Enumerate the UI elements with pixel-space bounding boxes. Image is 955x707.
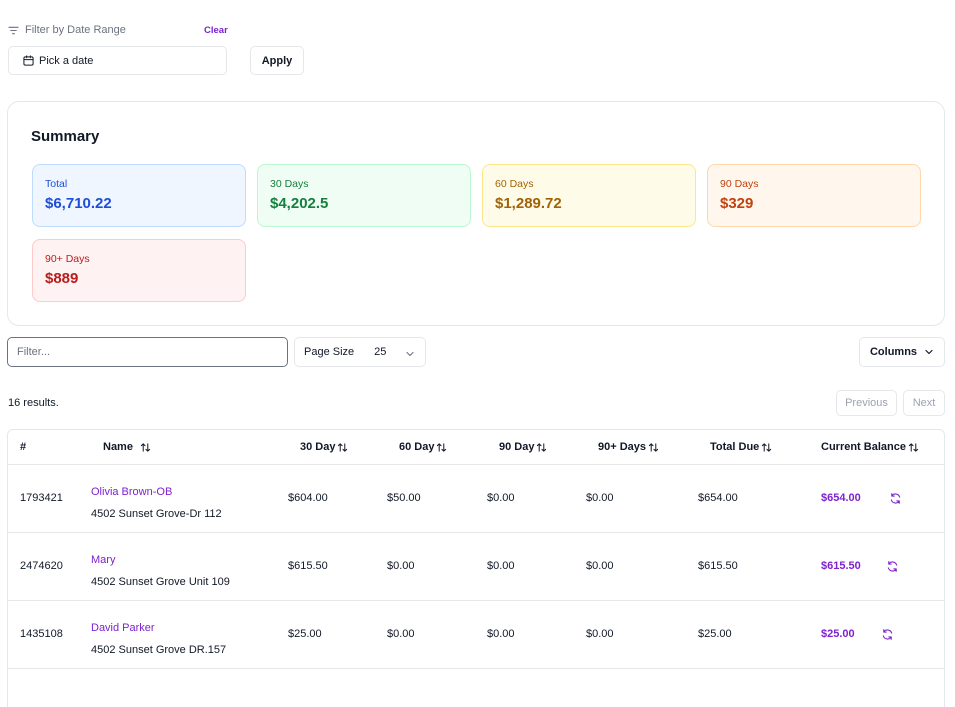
summary-90-days-card: 90 Days $329	[707, 164, 921, 227]
column-header-60-day-label: 60 Day	[399, 441, 435, 453]
summary-total-card: Total $6,710.22	[32, 164, 246, 227]
filter-date-range-label: Filter by Date Range	[8, 24, 126, 36]
apply-button[interactable]: Apply	[250, 46, 304, 75]
cell-id: 1435108	[20, 628, 63, 640]
summary-card: Summary Total $6,710.22 30 Days $4,202.5…	[7, 101, 945, 326]
previous-button[interactable]: Previous	[836, 390, 897, 416]
cell-90-day: $0.00	[487, 560, 515, 572]
cell-30-day: $604.00	[288, 492, 328, 504]
column-header-total-due[interactable]: Total Due	[710, 441, 772, 453]
cell-60-day: $0.00	[387, 560, 415, 572]
column-header-total-due-label: Total Due	[710, 441, 760, 453]
summary-title: Summary	[31, 128, 100, 145]
sort-icon	[338, 442, 348, 452]
column-header-name[interactable]: Name	[103, 441, 151, 453]
column-header-90-day[interactable]: 90 Day	[499, 441, 547, 453]
column-header-90-plus-days[interactable]: 90+ Days	[598, 441, 659, 453]
table-row: 2474620 Mary 4502 Sunset Grove Unit 109 …	[8, 533, 944, 601]
cell-current-balance: $615.50	[821, 560, 861, 572]
summary-total-label: Total	[45, 178, 68, 190]
cell-current-balance: $25.00	[821, 628, 855, 640]
cell-90-day: $0.00	[487, 492, 515, 504]
table-row: 1793421 Olivia Brown-OB 4502 Sunset Grov…	[8, 465, 944, 533]
sort-icon	[762, 442, 772, 452]
cell-total-due: $654.00	[698, 492, 738, 504]
cell-id: 2474620	[20, 560, 63, 572]
summary-30-days-value: $4,202.5	[270, 195, 329, 212]
column-header-30-day-label: 30 Day	[300, 441, 336, 453]
cell-30-day: $615.50	[288, 560, 328, 572]
refresh-icon[interactable]	[886, 560, 899, 573]
sort-icon	[908, 442, 919, 452]
clear-button[interactable]: Clear	[204, 25, 228, 36]
cell-address: 4502 Sunset Grove Unit 109	[91, 576, 230, 588]
page-size-select[interactable]: Page Size 25	[294, 337, 426, 367]
column-header-id-label: #	[20, 441, 27, 453]
table-header-row: # Name 30 Day 60 Day 90 Day 90+ Days Tot…	[8, 430, 944, 465]
next-button[interactable]: Next	[903, 390, 945, 416]
columns-button[interactable]: Columns	[859, 337, 945, 367]
cell-address: 4502 Sunset Grove-Dr 112	[91, 508, 222, 520]
column-header-id: #	[20, 441, 26, 453]
tenant-name-link[interactable]: David Parker	[91, 622, 155, 634]
calendar-icon	[23, 55, 34, 66]
summary-90-plus-days-value: $889	[45, 270, 79, 287]
column-header-90-plus-days-label: 90+ Days	[598, 441, 647, 453]
table-row: 1435108 David Parker 4502 Sunset Grove D…	[8, 601, 944, 669]
filter-date-range-text: Filter by Date Range	[25, 24, 126, 36]
refresh-icon[interactable]	[889, 492, 902, 505]
cell-30-day: $25.00	[288, 628, 322, 640]
column-header-90-day-label: 90 Day	[499, 441, 535, 453]
cell-90-plus-days: $0.00	[586, 628, 614, 640]
tenant-name-link[interactable]: Mary	[91, 554, 116, 566]
filter-icon	[8, 26, 19, 34]
cell-90-plus-days: $0.00	[586, 492, 614, 504]
chevron-down-icon	[406, 351, 414, 357]
refresh-icon[interactable]	[881, 628, 894, 641]
column-header-30-day[interactable]: 30 Day	[300, 441, 348, 453]
summary-90-days-label: 90 Days	[720, 178, 759, 190]
column-header-60-day[interactable]: 60 Day	[399, 441, 447, 453]
sort-icon	[437, 442, 447, 452]
column-header-name-label: Name	[103, 441, 133, 453]
tenant-name-link[interactable]: Olivia Brown-OB	[91, 486, 173, 498]
balances-table: # Name 30 Day 60 Day 90 Day 90+ Days Tot…	[7, 429, 945, 707]
cell-60-day: $50.00	[387, 492, 421, 504]
summary-60-days-label: 60 Days	[495, 178, 534, 190]
cell-90-plus-days: $0.00	[586, 560, 614, 572]
summary-60-days-value: $1,289.72	[495, 195, 562, 212]
summary-total-value: $6,710.22	[45, 195, 112, 212]
columns-label: Columns	[869, 346, 918, 358]
sort-icon	[537, 442, 547, 452]
summary-30-days-label: 30 Days	[270, 178, 309, 190]
page-size-value: 25	[374, 346, 387, 358]
summary-90-plus-days-card: 90+ Days $889	[32, 239, 246, 302]
summary-90-days-value: $329	[720, 195, 754, 212]
date-picker-placeholder: Pick a date	[39, 54, 94, 67]
cell-total-due: $615.50	[698, 560, 738, 572]
cell-60-day: $0.00	[387, 628, 415, 640]
column-header-current-balance-label: Current Balance	[821, 441, 906, 453]
summary-30-days-card: 30 Days $4,202.5	[257, 164, 471, 227]
cell-total-due: $25.00	[698, 628, 732, 640]
cell-id: 1793421	[20, 492, 63, 504]
chevron-down-icon	[925, 349, 933, 355]
page-size-label: Page Size	[304, 346, 355, 358]
cell-address: 4502 Sunset Grove DR.157	[91, 644, 227, 656]
table-filter-input[interactable]	[7, 337, 288, 367]
sort-icon	[140, 442, 151, 452]
sort-icon	[648, 442, 659, 452]
cell-current-balance: $654.00	[821, 492, 861, 504]
cell-90-day: $0.00	[487, 628, 515, 640]
results-count: 16 results.	[8, 397, 59, 409]
summary-90-plus-days-label: 90+ Days	[45, 253, 90, 265]
summary-60-days-card: 60 Days $1,289.72	[482, 164, 696, 227]
date-picker-button[interactable]: Pick a date	[8, 46, 227, 75]
column-header-current-balance[interactable]: Current Balance	[821, 441, 919, 453]
